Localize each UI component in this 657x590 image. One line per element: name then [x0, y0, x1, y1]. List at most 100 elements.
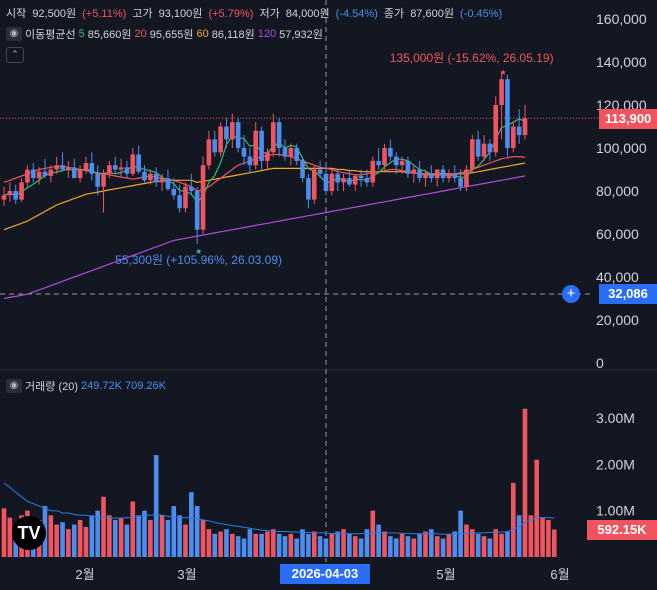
candle-body — [177, 195, 182, 209]
candle-body — [470, 139, 475, 170]
candle-body — [124, 167, 130, 174]
candle-body — [159, 178, 165, 183]
volume-bar — [323, 538, 329, 557]
low-value: 84,000원 — [285, 8, 330, 20]
volume-bar — [294, 538, 299, 557]
candle-body — [434, 169, 440, 179]
volume-bar — [218, 531, 223, 557]
candle-body — [440, 169, 446, 179]
chevron-up-icon[interactable]: ⌃ — [6, 47, 24, 63]
volume-bar — [77, 519, 83, 557]
volume-bar — [124, 524, 130, 557]
volume-bar — [130, 501, 136, 557]
open-change: (+5.11%) — [82, 8, 127, 20]
candle-body — [417, 169, 422, 179]
plus-icon[interactable]: + — [562, 285, 580, 303]
candle-body — [411, 169, 417, 174]
volume-bar — [101, 496, 106, 557]
close-value: 87,600원 — [410, 8, 454, 20]
volume-bar — [382, 531, 387, 557]
volume-bar — [510, 482, 516, 557]
ma120-line — [3, 175, 526, 300]
candle-body — [288, 148, 294, 157]
volume-bar — [335, 531, 340, 557]
volume-bar — [253, 533, 259, 557]
candle-body — [89, 163, 95, 174]
volume-bar — [399, 533, 405, 557]
volume-bar — [528, 515, 534, 557]
eye-icon[interactable]: ◉ — [6, 27, 22, 41]
candle-body — [183, 186, 188, 209]
candle-body — [7, 191, 13, 196]
candle-body — [405, 160, 411, 174]
x-tick-label: 5월 — [436, 567, 455, 582]
candle-body — [376, 160, 381, 166]
volume-bar — [423, 531, 428, 557]
volume-bar — [516, 515, 522, 557]
ma120-period: 120 — [257, 28, 277, 40]
candle-body — [475, 139, 481, 157]
candle-body — [171, 188, 177, 196]
candle-body — [60, 165, 65, 170]
volume-bar — [393, 538, 399, 557]
volume-bar — [212, 533, 218, 557]
candle-body — [382, 148, 387, 166]
volume-bar — [282, 536, 288, 557]
volume-bar — [405, 536, 411, 557]
volume-bar — [446, 533, 452, 557]
volume-bar — [487, 538, 493, 557]
tradingview-logo[interactable]: TV — [12, 516, 46, 550]
candle-body — [306, 178, 311, 200]
ohlc-legend: 시작 92,500원 (+5.11%) 고가 93,100원 (+5.79%) … — [6, 5, 505, 21]
volume-ma-line — [3, 482, 555, 535]
ma5-period: 5 — [78, 28, 85, 40]
candle-body — [282, 148, 288, 157]
volume-bar — [546, 519, 551, 557]
volume-bar — [317, 536, 323, 557]
volume-bar — [95, 510, 100, 557]
volume-bar — [522, 408, 528, 557]
volume-tick-label: 2.00M — [596, 456, 635, 472]
candle-body — [218, 126, 223, 153]
candle-body — [388, 148, 393, 157]
candle-body — [189, 186, 194, 191]
candle-body — [329, 173, 335, 191]
candle-body — [206, 139, 212, 166]
ma5-value: 85,660원 — [87, 29, 132, 41]
open-value: 92,500원 — [32, 8, 77, 20]
candle-body — [54, 165, 59, 170]
candle-body — [13, 191, 19, 200]
ma60-value: 86,118원 — [211, 29, 255, 41]
volume-bar — [475, 533, 481, 557]
candle-body — [230, 122, 235, 140]
candle-body — [358, 175, 364, 179]
candle-body — [253, 130, 259, 166]
volume-bar — [452, 531, 458, 557]
candle-body — [522, 118, 528, 136]
x-tick-label: 6월 — [550, 567, 569, 582]
volume-bar — [230, 533, 235, 557]
volume-bar — [464, 524, 469, 557]
candle-body — [118, 167, 124, 170]
volume-bar — [194, 506, 200, 557]
volume-bar — [300, 529, 305, 557]
candle-body — [481, 143, 487, 157]
candle-body — [241, 148, 247, 157]
volume-bar — [259, 533, 264, 557]
candle-body — [464, 169, 469, 187]
price-tick-label: 40,000 — [596, 269, 639, 285]
volume-bar — [276, 533, 282, 557]
candle-body — [276, 122, 282, 148]
candle-body — [335, 173, 340, 183]
volume-bar — [505, 531, 510, 557]
volume-bar — [352, 536, 358, 557]
volume-bar — [417, 533, 422, 557]
min-marker: ★ — [195, 247, 202, 256]
eye-icon[interactable]: ◉ — [6, 379, 22, 393]
open-label: 시작 — [6, 8, 27, 20]
candle-body — [323, 173, 329, 191]
candle-body — [66, 167, 71, 170]
candle-body — [200, 165, 206, 230]
max-price-annotation: 135,000원 (-15.62%, 26.05.19) — [390, 51, 554, 65]
